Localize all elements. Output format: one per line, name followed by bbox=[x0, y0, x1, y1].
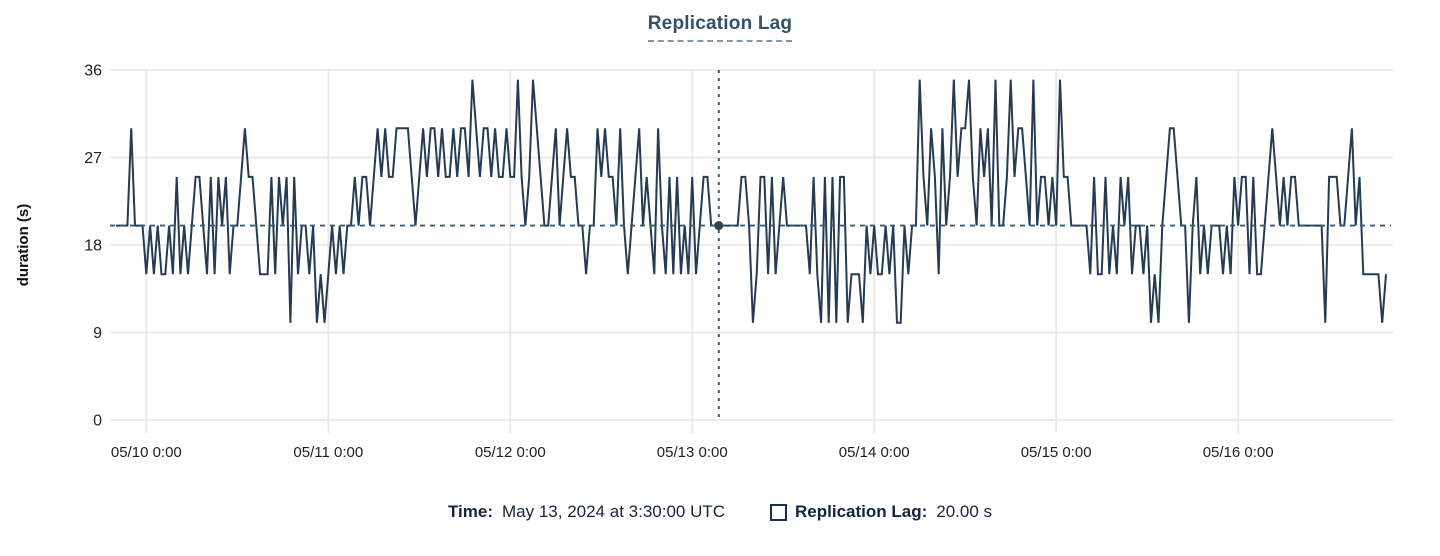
y-tick-label: 18 bbox=[84, 238, 102, 255]
x-tick-label: 05/13 0:00 bbox=[657, 444, 728, 461]
series-label: Replication Lag: bbox=[795, 502, 928, 521]
chart-title[interactable]: Replication Lag bbox=[647, 13, 793, 42]
series-value: 20.00 s bbox=[936, 502, 993, 521]
vertical-gridlines bbox=[145, 70, 1240, 433]
replication-lag-series-line[interactable] bbox=[116, 79, 1387, 324]
y-tick-label: 9 bbox=[93, 325, 102, 342]
time-value: May 13, 2024 at 3:30:00 UTC bbox=[502, 502, 726, 521]
x-tick-label: 05/15 0:00 bbox=[1021, 444, 1092, 461]
y-tick-label: 36 bbox=[84, 63, 102, 80]
legend-swatch-icon[interactable] bbox=[770, 503, 788, 521]
x-tick-label: 05/10 0:00 bbox=[111, 444, 182, 461]
time-readout: Time: May 13, 2024 at 3:30:00 UTC bbox=[448, 502, 725, 522]
y-axis-tick-labels: 0 9 18 27 36 bbox=[84, 63, 102, 430]
y-tick-label: 27 bbox=[84, 150, 102, 167]
x-tick-label: 05/14 0:00 bbox=[839, 444, 910, 461]
x-tick-label: 05/12 0:00 bbox=[475, 444, 546, 461]
legend-item-replication-lag[interactable]: Replication Lag: 20.00 s bbox=[770, 502, 992, 522]
x-tick-label: 05/16 0:00 bbox=[1203, 444, 1274, 461]
crosshair-point bbox=[714, 221, 724, 231]
hover-readout-footer: Time: May 13, 2024 at 3:30:00 UTC Replic… bbox=[0, 502, 1440, 522]
x-axis-tick-labels: 05/10 0:00 05/11 0:00 05/12 0:00 05/13 0:00… bbox=[111, 444, 1274, 461]
chart-header: Replication Lag bbox=[0, 13, 1440, 42]
horizontal-gridlines bbox=[110, 69, 1393, 421]
y-axis-title: duration (s) bbox=[15, 204, 32, 287]
time-label: Time: bbox=[447, 502, 493, 521]
x-tick-label: 05/11 0:00 bbox=[293, 444, 363, 461]
y-tick-label: 0 bbox=[93, 413, 102, 430]
